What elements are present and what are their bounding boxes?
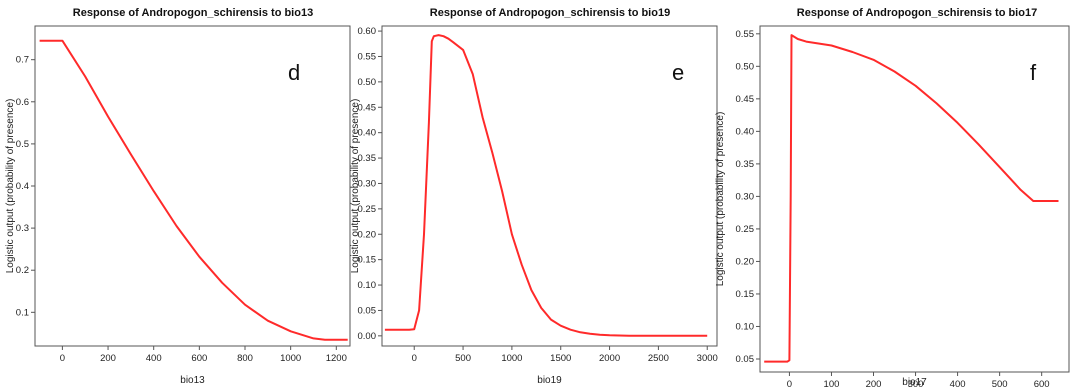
panel-letter: f <box>1030 60 1037 85</box>
chart-title: Response of Andropogon_schirensis to bio… <box>73 7 313 19</box>
y-tick-label: 0.20 <box>358 229 377 240</box>
chart-panel-bio17: Response of Andropogon_schirensis to bio… <box>712 0 1076 390</box>
response-curve <box>39 39 348 341</box>
y-tick-label: 0.55 <box>736 29 755 40</box>
y-axis-label: Logistic output (probability of presence… <box>350 99 361 274</box>
x-tick-label: 1000 <box>501 353 522 364</box>
x-tick-label: 800 <box>237 353 253 364</box>
y-tick-label: 0.5 <box>16 139 29 150</box>
x-tick-label: 600 <box>191 353 207 364</box>
x-tick-label: 600 <box>1034 379 1050 390</box>
y-tick-label: 0.15 <box>736 289 755 300</box>
x-tick-label: 2000 <box>599 353 620 364</box>
y-tick-label: 0.25 <box>736 224 755 235</box>
y-tick-label: 0.40 <box>736 126 755 137</box>
response-curve <box>384 34 708 337</box>
x-tick-label: 1000 <box>280 353 301 364</box>
x-tick-label: 100 <box>824 379 840 390</box>
y-tick-label: 0.6 <box>16 97 29 108</box>
y-tick-label: 0.40 <box>358 128 377 139</box>
y-tick-label: 0.05 <box>358 305 377 316</box>
plot-area <box>759 25 1070 373</box>
chart-panel-bio13: Response of Andropogon_schirensis to bio… <box>0 0 355 390</box>
y-tick-label: 0.2 <box>16 265 29 276</box>
y-tick-label: 0.25 <box>358 204 377 215</box>
x-tick-label: 2500 <box>648 353 669 364</box>
y-tick-label: 0.7 <box>16 55 29 66</box>
y-tick-label: 0.20 <box>736 256 755 267</box>
x-tick-label: 500 <box>455 353 471 364</box>
x-axis-label: bio17 <box>902 377 927 388</box>
chart-bio19: Response of Andropogon_schirensis to bio… <box>350 7 718 386</box>
y-tick-label: 0.30 <box>736 191 755 202</box>
panel-letter: e <box>672 60 684 85</box>
x-tick-label: 0 <box>412 353 417 364</box>
x-tick-label: 3000 <box>697 353 718 364</box>
x-tick-label: 400 <box>146 353 162 364</box>
y-tick-label: 0.55 <box>358 51 377 62</box>
x-tick-label: 0 <box>787 379 792 390</box>
y-tick-label: 0.35 <box>736 159 755 170</box>
plot-area <box>34 25 351 347</box>
chart-title: Response of Andropogon_schirensis to bio… <box>430 7 670 19</box>
x-axis-label: bio13 <box>180 375 205 386</box>
y-tick-label: 0.50 <box>736 61 755 72</box>
plot-area <box>381 25 718 347</box>
chart-panel-bio19: Response of Andropogon_schirensis to bio… <box>345 0 725 390</box>
y-tick-label: 0.3 <box>16 223 29 234</box>
y-tick-label: 0.05 <box>736 354 755 365</box>
x-tick-label: 0 <box>60 353 65 364</box>
y-tick-label: 0.4 <box>16 181 29 192</box>
chart-bio13: Response of Andropogon_schirensis to bio… <box>5 7 351 386</box>
x-tick-label: 500 <box>992 379 1008 390</box>
x-axis-label: bio19 <box>537 375 562 386</box>
y-axis-label: Logistic output (probability of presence… <box>715 112 726 287</box>
x-tick-label: 400 <box>950 379 966 390</box>
x-tick-label: 1500 <box>550 353 571 364</box>
panel-letter: d <box>288 60 300 85</box>
y-axis-label: Logistic output (probability of presence… <box>5 99 16 274</box>
chart-bio17: Response of Andropogon_schirensis to bio… <box>715 7 1070 390</box>
x-tick-label: 1200 <box>326 353 347 364</box>
y-tick-label: 0.00 <box>358 331 377 342</box>
y-tick-label: 0.15 <box>358 255 377 266</box>
y-tick-label: 0.1 <box>16 307 29 318</box>
response-curve <box>764 34 1059 363</box>
y-tick-label: 0.45 <box>736 94 755 105</box>
x-tick-label: 200 <box>100 353 116 364</box>
y-tick-label: 0.10 <box>736 321 755 332</box>
y-tick-label: 0.50 <box>358 77 377 88</box>
y-tick-label: 0.45 <box>358 102 377 113</box>
x-tick-label: 300 <box>908 379 924 390</box>
chart-title: Response of Andropogon_schirensis to bio… <box>797 7 1037 19</box>
y-tick-label: 0.10 <box>358 280 377 291</box>
x-tick-label: 200 <box>866 379 882 390</box>
y-tick-label: 0.35 <box>358 153 377 164</box>
y-tick-label: 0.30 <box>358 178 377 189</box>
y-tick-label: 0.60 <box>358 26 377 37</box>
